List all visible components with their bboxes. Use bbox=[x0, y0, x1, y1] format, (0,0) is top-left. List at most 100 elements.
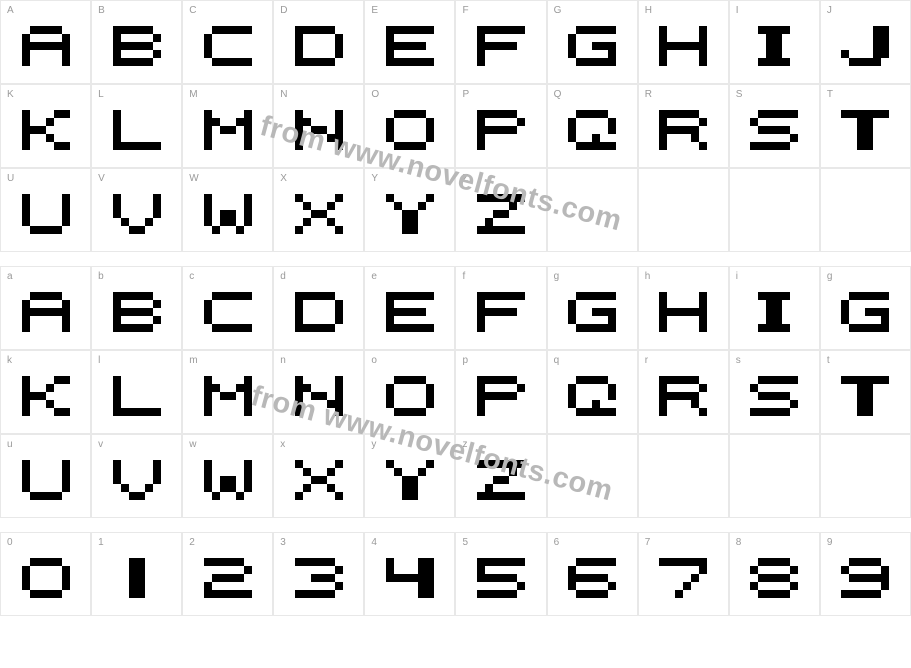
cell-label: z bbox=[462, 439, 467, 450]
cell-label: g bbox=[554, 271, 560, 282]
glyph-cell: s bbox=[729, 350, 820, 434]
glyph-cell: r bbox=[638, 350, 729, 434]
glyph-cell: o bbox=[364, 350, 455, 434]
glyph-svg bbox=[386, 558, 434, 598]
glyph-cell: u bbox=[0, 434, 91, 518]
glyph-cell bbox=[547, 434, 638, 518]
glyph-cell: C bbox=[182, 0, 273, 84]
glyph-cell: q bbox=[547, 350, 638, 434]
cell-label: n bbox=[280, 355, 286, 366]
cell-label: C bbox=[189, 5, 196, 16]
glyph-row: klmnopqrst bbox=[0, 350, 911, 434]
glyph-cell: 1 bbox=[91, 532, 182, 616]
glyph-svg bbox=[22, 292, 70, 332]
glyph-cell: 9 bbox=[820, 532, 911, 616]
glyph-svg bbox=[22, 26, 70, 66]
glyph-svg bbox=[113, 26, 161, 66]
glyph-svg bbox=[841, 110, 889, 150]
glyph-cell: 0 bbox=[0, 532, 91, 616]
glyph-svg bbox=[295, 376, 343, 416]
cell-label: G bbox=[554, 5, 562, 16]
cell-label: 9 bbox=[827, 537, 833, 548]
cell-label: w bbox=[189, 439, 196, 450]
glyph-cell: f bbox=[455, 266, 546, 350]
glyph-cell: g bbox=[547, 266, 638, 350]
glyph-svg bbox=[477, 558, 525, 598]
glyph-row: KLMNOPQRST bbox=[0, 84, 911, 168]
glyph-svg bbox=[568, 26, 616, 66]
glyph-svg bbox=[659, 26, 707, 66]
cell-label: 6 bbox=[554, 537, 560, 548]
cell-label: M bbox=[189, 89, 197, 100]
glyph-cell: i bbox=[729, 266, 820, 350]
glyph-cell: d bbox=[273, 266, 364, 350]
cell-label: x bbox=[280, 439, 285, 450]
cell-label: p bbox=[462, 355, 468, 366]
glyph-cell: l bbox=[91, 350, 182, 434]
glyph-svg bbox=[295, 460, 343, 500]
glyph-svg bbox=[568, 376, 616, 416]
cell-label: A bbox=[7, 5, 14, 16]
cell-label: R bbox=[645, 89, 652, 100]
glyph-svg bbox=[386, 292, 434, 332]
cell-label: m bbox=[189, 355, 197, 366]
glyph-svg bbox=[568, 110, 616, 150]
glyph-svg bbox=[22, 376, 70, 416]
glyph-svg bbox=[386, 460, 434, 500]
glyph-cell bbox=[820, 434, 911, 518]
glyph-cell: t bbox=[820, 350, 911, 434]
glyph-svg bbox=[113, 194, 161, 234]
glyph-svg bbox=[22, 110, 70, 150]
cell-label: 8 bbox=[736, 537, 742, 548]
glyph-cell bbox=[729, 434, 820, 518]
glyph-cell bbox=[638, 168, 729, 252]
glyph-cell: 2 bbox=[182, 532, 273, 616]
glyph-cell: L bbox=[91, 84, 182, 168]
glyph-cell: w bbox=[182, 434, 273, 518]
glyph-cell: b bbox=[91, 266, 182, 350]
glyph-svg bbox=[750, 558, 798, 598]
glyph-cell: O bbox=[364, 84, 455, 168]
glyph-cell: T bbox=[820, 84, 911, 168]
cell-label: q bbox=[554, 355, 560, 366]
cell-label: O bbox=[371, 89, 379, 100]
glyph-cell bbox=[638, 434, 729, 518]
cell-label: u bbox=[7, 439, 13, 450]
cell-label: 3 bbox=[280, 537, 286, 548]
glyph-cell: D bbox=[273, 0, 364, 84]
glyph-cell: G bbox=[547, 0, 638, 84]
cell-label: s bbox=[736, 355, 741, 366]
glyph-svg bbox=[477, 110, 525, 150]
cell-label: Y bbox=[371, 173, 378, 184]
glyph-cell: p bbox=[455, 350, 546, 434]
glyph-cell: X bbox=[273, 168, 364, 252]
glyph-svg bbox=[295, 110, 343, 150]
cell-label: V bbox=[98, 173, 105, 184]
glyph-cell: n bbox=[273, 350, 364, 434]
glyph-cell: N bbox=[273, 84, 364, 168]
glyph-svg bbox=[841, 292, 889, 332]
glyph-svg bbox=[204, 292, 252, 332]
glyph-svg bbox=[386, 376, 434, 416]
glyph-svg bbox=[113, 292, 161, 332]
cell-label: S bbox=[736, 89, 743, 100]
glyph-row: ABCDEFGHIJ bbox=[0, 0, 911, 84]
glyph-svg bbox=[113, 376, 161, 416]
glyph-svg bbox=[568, 292, 616, 332]
glyph-cell: e bbox=[364, 266, 455, 350]
glyph-svg bbox=[295, 26, 343, 66]
glyph-svg bbox=[204, 376, 252, 416]
glyph-cell: V bbox=[91, 168, 182, 252]
cell-label: y bbox=[371, 439, 376, 450]
glyph-svg bbox=[22, 558, 70, 598]
cell-label: r bbox=[645, 355, 648, 366]
glyph-svg bbox=[659, 292, 707, 332]
cell-label: Q bbox=[554, 89, 562, 100]
glyph-cell: y bbox=[364, 434, 455, 518]
cell-label: 1 bbox=[98, 537, 104, 548]
glyph-cell: v bbox=[91, 434, 182, 518]
cell-label: 0 bbox=[7, 537, 13, 548]
glyph-row: UVWXYZ bbox=[0, 168, 911, 252]
glyph-cell: J bbox=[820, 0, 911, 84]
cell-label: o bbox=[371, 355, 377, 366]
